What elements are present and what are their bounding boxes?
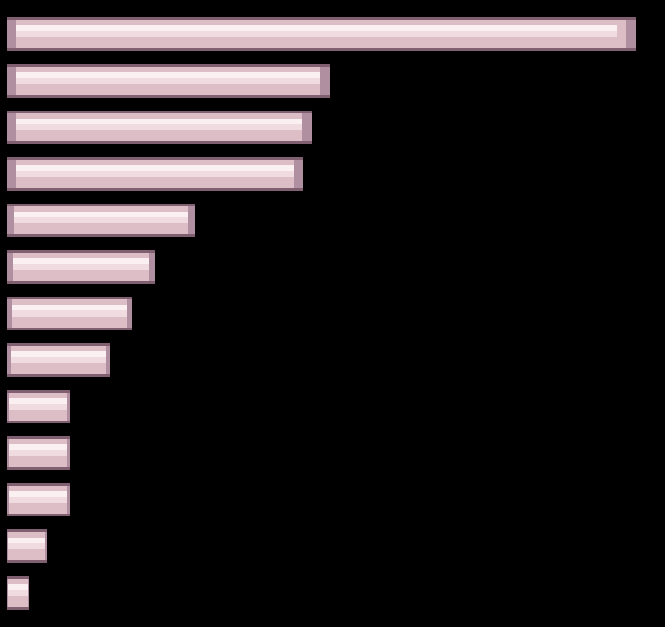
Bar xyxy=(7,344,110,377)
Bar xyxy=(7,297,132,330)
Bar xyxy=(7,543,46,549)
Bar xyxy=(9,171,295,177)
Bar xyxy=(7,206,196,234)
Bar xyxy=(7,204,196,237)
Bar xyxy=(7,486,70,514)
Bar xyxy=(8,305,129,312)
Bar xyxy=(67,486,70,514)
Bar xyxy=(13,31,617,37)
Bar xyxy=(7,253,155,281)
Bar xyxy=(67,439,70,467)
Bar xyxy=(149,253,155,281)
Bar xyxy=(7,439,9,467)
Bar xyxy=(7,300,12,327)
Bar xyxy=(7,404,68,409)
Bar xyxy=(28,579,29,607)
Bar xyxy=(7,64,331,98)
Bar xyxy=(7,346,11,374)
Bar xyxy=(7,483,70,517)
Bar xyxy=(7,390,70,423)
Bar xyxy=(7,393,9,421)
Bar xyxy=(321,66,331,95)
Bar xyxy=(128,300,132,327)
Bar xyxy=(8,351,107,359)
Bar xyxy=(7,113,313,141)
Bar xyxy=(7,529,47,563)
Bar xyxy=(10,72,321,80)
Bar xyxy=(67,393,70,421)
Bar xyxy=(626,20,636,48)
Bar xyxy=(7,576,29,609)
Bar xyxy=(7,532,8,561)
Bar xyxy=(7,157,303,191)
Bar xyxy=(7,18,636,51)
Bar xyxy=(8,310,129,317)
Bar xyxy=(7,160,303,188)
Bar xyxy=(45,532,47,561)
Bar xyxy=(7,497,68,503)
Bar xyxy=(7,250,155,283)
Bar xyxy=(7,66,331,95)
Bar xyxy=(7,537,46,545)
Bar xyxy=(7,579,29,607)
Bar xyxy=(7,393,70,421)
Bar xyxy=(106,346,110,374)
Bar xyxy=(10,119,303,126)
Bar xyxy=(293,160,303,188)
Bar xyxy=(13,26,617,33)
Bar xyxy=(7,491,68,498)
Bar xyxy=(10,124,303,130)
Bar xyxy=(7,110,313,144)
Bar xyxy=(9,218,190,223)
Bar xyxy=(7,346,110,374)
Bar xyxy=(7,113,17,141)
Bar xyxy=(7,532,47,561)
Bar xyxy=(7,398,68,405)
Bar xyxy=(7,445,68,452)
Bar xyxy=(7,160,17,188)
Bar xyxy=(303,113,313,141)
Bar xyxy=(188,206,196,234)
Bar xyxy=(7,20,17,48)
Bar xyxy=(8,264,150,270)
Bar xyxy=(7,66,17,95)
Bar xyxy=(9,212,190,219)
Bar xyxy=(7,584,29,591)
Bar xyxy=(8,258,150,266)
Bar xyxy=(7,20,636,48)
Bar xyxy=(7,590,29,596)
Bar xyxy=(7,300,132,327)
Bar xyxy=(7,439,70,467)
Bar xyxy=(7,450,68,456)
Bar xyxy=(9,165,295,172)
Bar xyxy=(7,206,14,234)
Bar xyxy=(10,78,321,84)
Bar xyxy=(7,253,13,281)
Bar xyxy=(7,486,9,514)
Bar xyxy=(8,357,107,363)
Bar xyxy=(7,436,70,470)
